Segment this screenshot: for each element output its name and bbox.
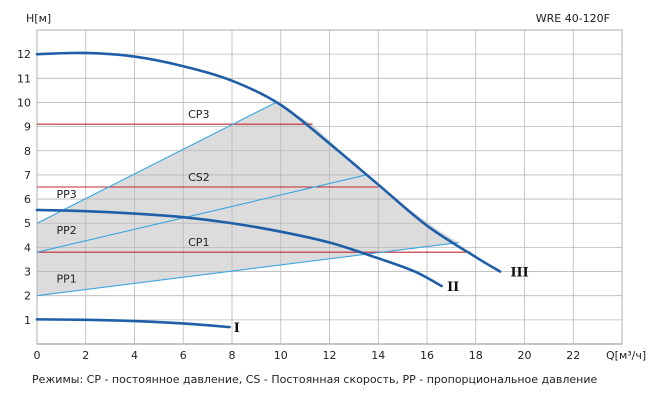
curve-label-ii: II: [447, 280, 459, 295]
y-tick-label: 3: [24, 266, 31, 279]
pump-curve-i: [35, 318, 231, 329]
line-label-cp1: CP1: [188, 236, 209, 249]
line-label-pp2: PP2: [57, 224, 77, 237]
y-tick-label: 8: [24, 145, 31, 158]
y-axis-label: H[м]: [26, 12, 51, 25]
pp-line-pp3: [36, 101, 277, 224]
y-tick-label: 1: [24, 314, 31, 327]
y-tick-label: 2: [24, 290, 31, 303]
x-tick-label: 8: [229, 349, 236, 362]
x-tick-label: 4: [131, 349, 138, 362]
line-label-cp3: CP3: [188, 108, 209, 121]
x-tick-label: 16: [420, 349, 434, 362]
y-tick-label: 10: [17, 96, 31, 109]
y-tick-label: 12: [17, 48, 31, 61]
x-tick-label: 18: [469, 349, 483, 362]
line-label-pp1: PP1: [57, 272, 77, 285]
y-tick-label: 7: [24, 169, 31, 182]
x-tick-label: 2: [82, 349, 89, 362]
line-label-pp3: PP3: [57, 188, 77, 201]
curve-label-i: I: [234, 321, 240, 336]
x-tick-label: 12: [323, 349, 337, 362]
y-tick-label: 6: [24, 193, 31, 206]
x-tick-label: 0: [34, 349, 41, 362]
line-label-cs2: CS2: [188, 171, 210, 184]
y-tick-label: 5: [24, 217, 31, 230]
y-tick-label: 9: [24, 121, 31, 134]
pp-line-pp1: [36, 242, 459, 297]
x-tick-label: 14: [371, 349, 385, 362]
chart-title: WRE 40-120F: [536, 12, 610, 25]
x-tick-label: 6: [180, 349, 187, 362]
x-axis-label: Q[м³/ч]: [606, 349, 646, 362]
y-tick-label: 11: [17, 72, 31, 85]
x-tick-label: 20: [518, 349, 532, 362]
pump-curve-iii: [35, 51, 502, 273]
x-tick-label: 22: [566, 349, 580, 362]
y-tick-label: 4: [24, 241, 31, 254]
curve-label-iii: III: [510, 266, 528, 281]
x-tick-label: 10: [274, 349, 288, 362]
pp-line-pp2: [36, 174, 367, 253]
footer-note: Режимы: CP - постоянное давление, CS - П…: [32, 373, 598, 386]
pump-curve-ii: [35, 208, 443, 288]
